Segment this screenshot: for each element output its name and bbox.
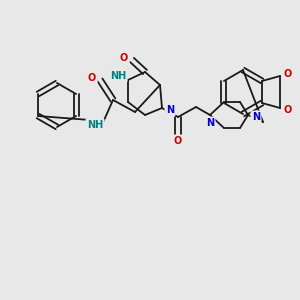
Text: N: N (206, 118, 214, 128)
Text: O: O (120, 53, 128, 63)
Text: O: O (284, 105, 292, 115)
Text: O: O (284, 69, 292, 79)
Text: NH: NH (87, 120, 103, 130)
Text: NH: NH (110, 71, 126, 81)
Text: N: N (252, 112, 260, 122)
Text: N: N (166, 105, 174, 115)
Text: O: O (174, 136, 182, 146)
Text: O: O (88, 73, 96, 83)
